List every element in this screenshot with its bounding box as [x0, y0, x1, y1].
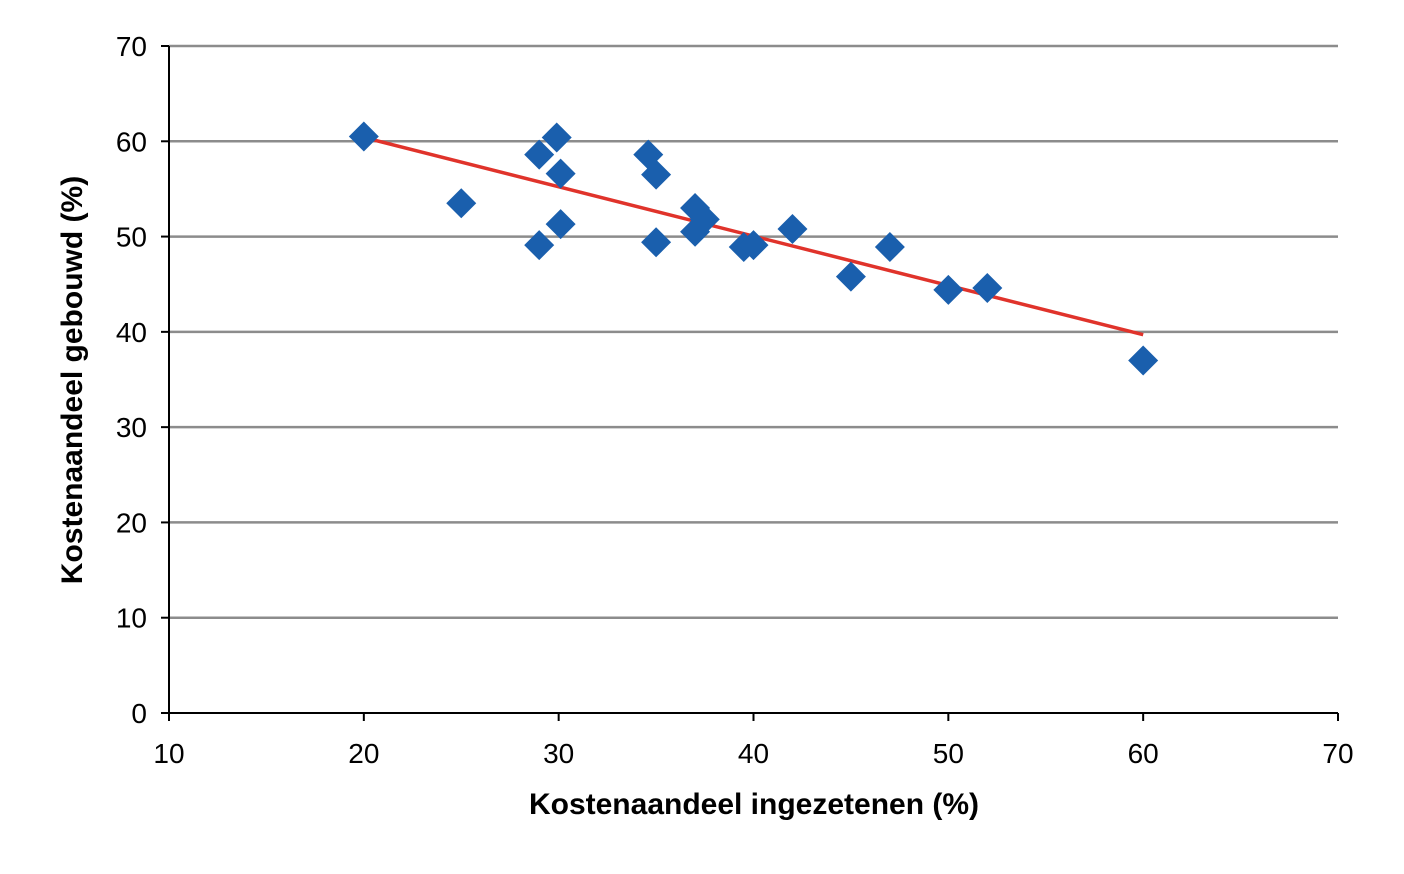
x-tick-label: 60 [1128, 738, 1159, 769]
y-tick-label: 60 [116, 126, 147, 157]
x-tick-label: 40 [738, 738, 769, 769]
data-point [933, 274, 964, 305]
x-tick-label: 10 [153, 738, 184, 769]
data-point [348, 121, 379, 152]
data-point [524, 230, 555, 261]
data-point [680, 216, 711, 247]
data-point [972, 273, 1003, 304]
data-point [777, 213, 808, 244]
y-axis-title: Kostenaandeel gebouwd (%) [56, 176, 89, 584]
x-tick-label: 20 [348, 738, 379, 769]
x-tick-label: 70 [1322, 738, 1353, 769]
gridlines [169, 44, 1338, 619]
data-point [541, 122, 572, 153]
data-point [874, 232, 905, 263]
y-tick-label: 10 [116, 603, 147, 634]
x-tick-label: 30 [543, 738, 574, 769]
data-points [348, 121, 1159, 376]
data-point [738, 230, 769, 261]
axes [161, 45, 1339, 721]
y-tick-label: 20 [116, 507, 147, 538]
data-point [446, 188, 477, 219]
x-axis-title: Kostenaandeel ingezetenen (%) [529, 788, 979, 821]
y-tick-label: 40 [116, 317, 147, 348]
data-point [524, 139, 555, 170]
data-point [641, 227, 672, 258]
data-point [545, 158, 576, 189]
data-point [641, 159, 672, 190]
data-point [835, 261, 866, 292]
data-point [545, 209, 576, 240]
y-tick-label: 30 [116, 412, 147, 443]
y-tick-label: 50 [116, 222, 147, 253]
y-tick-label: 70 [116, 31, 147, 62]
y-tick-label: 0 [131, 698, 147, 729]
data-point [1128, 345, 1159, 376]
x-tick-label: 50 [933, 738, 964, 769]
